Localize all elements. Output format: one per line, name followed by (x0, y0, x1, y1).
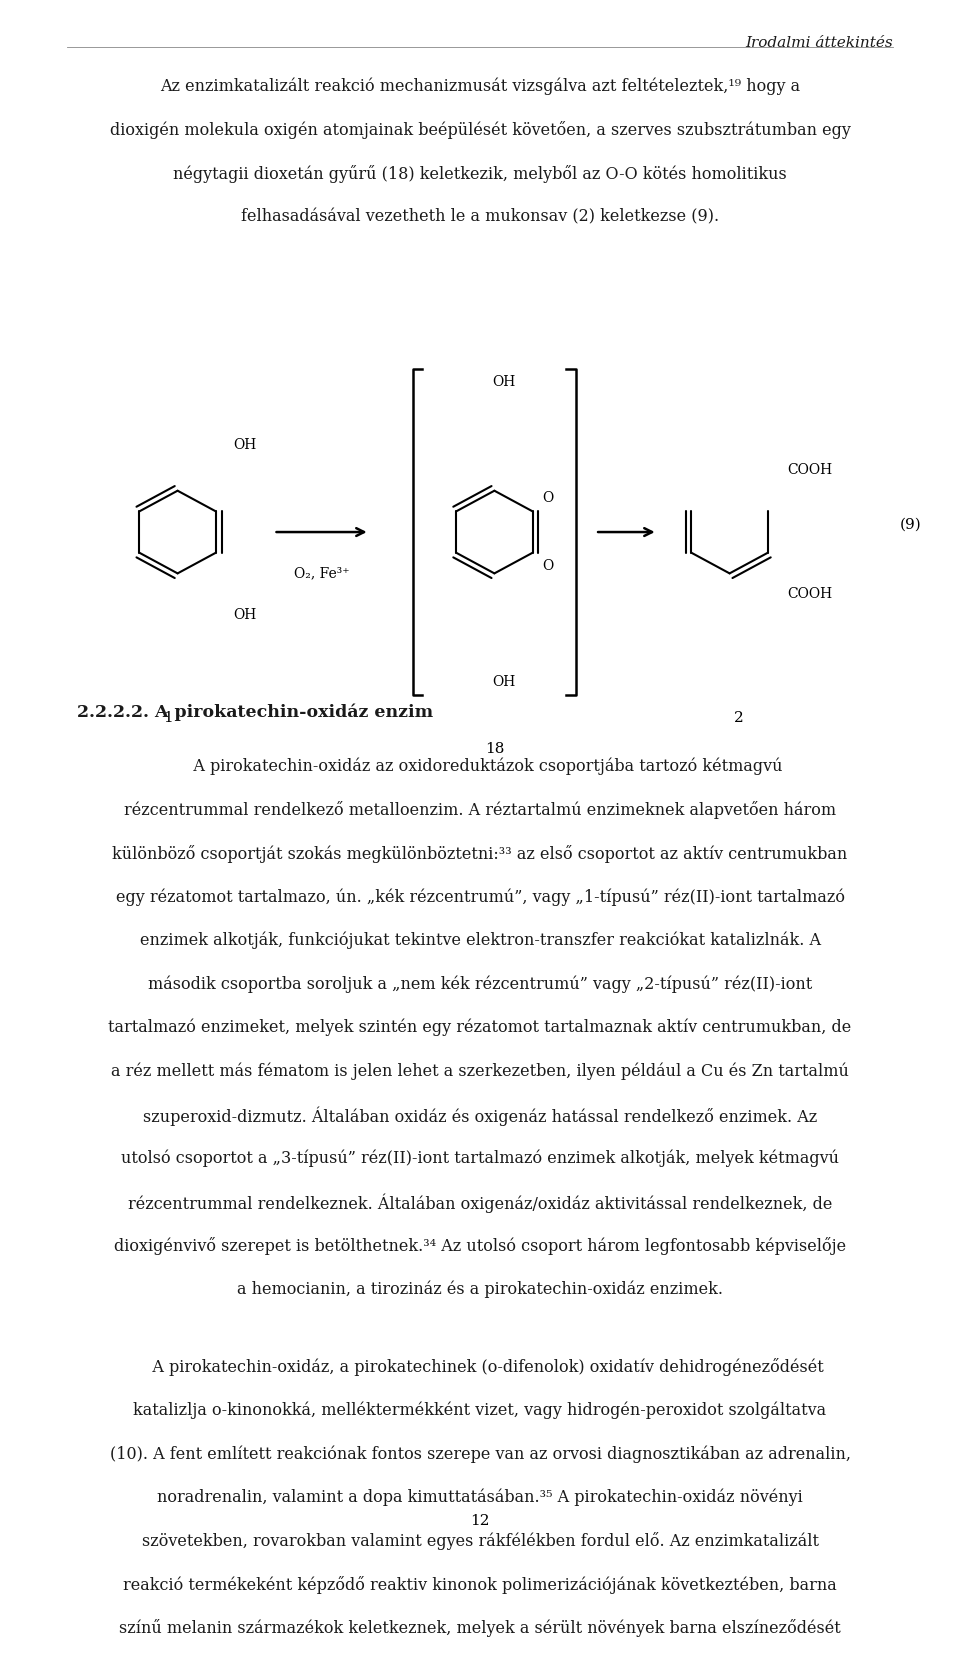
Text: a hemocianin, a tirozináz és a pirokatechin-oxidáz enzimek.: a hemocianin, a tirozináz és a pirokatec… (237, 1280, 723, 1298)
Text: dioxigén molekula oxigén atomjainak beépülését követően, a szerves szubsztrátumb: dioxigén molekula oxigén atomjainak beép… (109, 121, 851, 140)
Text: dioxigénvivő szerepet is betölthetnek.³⁴ Az utolsó csoport három legfontosabb ké: dioxigénvivő szerepet is betölthetnek.³⁴… (114, 1237, 846, 1255)
Text: utolsó csoportot a „3-típusú” réz(II)-iont tartalmazó enzimek alkotják, melyek k: utolsó csoportot a „3-típusú” réz(II)-io… (121, 1150, 839, 1167)
Text: O₂, Fe³⁺: O₂, Fe³⁺ (294, 567, 349, 580)
Text: rézcentrummal rendelkező metalloenzim. A réztartalmú enzimeknek alapvetően három: rézcentrummal rendelkező metalloenzim. A… (124, 801, 836, 819)
Text: COOH: COOH (787, 462, 832, 477)
Text: 12: 12 (470, 1514, 490, 1527)
Text: négytagii dioxetán gyűrű (18) keletkezik, melyből az O-O kötés homolitikus: négytagii dioxetán gyűrű (18) keletkezik… (173, 165, 787, 183)
Text: O: O (542, 560, 554, 573)
Text: A pirokatechin-oxidáz, a pirokatechinek (o-difenolok) oxidatív dehidrogéneződésé: A pirokatechin-oxidáz, a pirokatechinek … (136, 1358, 824, 1376)
Text: a réz mellett más fématom is jelen lehet a szerkezetben, ilyen például a Cu és Z: a réz mellett más fématom is jelen lehet… (111, 1062, 849, 1080)
Text: szövetekben, rovarokban valamint egyes rákfélékben fordul elő. Az enzimkatalizál: szövetekben, rovarokban valamint egyes r… (141, 1532, 819, 1551)
Text: 2.2.2.2. A pirokatechin-oxidáz enzim: 2.2.2.2. A pirokatechin-oxidáz enzim (77, 703, 433, 721)
Text: reakció termékeként képződő reaktiv kinonok polimerizációjának következtében, ba: reakció termékeként képződő reaktiv kino… (123, 1576, 837, 1594)
Text: OH: OH (492, 376, 516, 389)
Text: második csoportba soroljuk a „nem kék rézcentrumú” vagy „2-típusú” réz(II)-iont: második csoportba soroljuk a „nem kék ré… (148, 976, 812, 992)
Text: rézcentrummal rendelkeznek. Általában oxigenáz/oxidáz aktivitással rendelkeznek,: rézcentrummal rendelkeznek. Általában ox… (128, 1193, 832, 1213)
Text: OH: OH (233, 608, 256, 622)
Text: noradrenalin, valamint a dopa kimuttatásában.³⁵ A pirokatechin-oxidáz növényi: noradrenalin, valamint a dopa kimuttatás… (157, 1489, 803, 1506)
Text: tartalmazó enzimeket, melyek szintén egy rézatomot tartalmaznak aktív centrumukb: tartalmazó enzimeket, melyek szintén egy… (108, 1019, 852, 1037)
Text: Az enzimkatalizált reakció mechanizmusát vizsgálva azt feltételeztek,¹⁹ hogy a: Az enzimkatalizált reakció mechanizmusát… (160, 78, 800, 95)
Text: különböző csoportját szokás megkülönböztetni:³³ az első csoportot az aktív centr: különböző csoportját szokás megkülönbözt… (112, 844, 848, 863)
Text: színű melanin származékok keletkeznek, melyek a sérült növények barna elszíneződ: színű melanin származékok keletkeznek, m… (119, 1619, 841, 1637)
Text: COOH: COOH (787, 587, 832, 602)
Text: OH: OH (492, 675, 516, 690)
Text: A pirokatechin-oxidáz az oxidoreduktázok csoportjába tartozó kétmagvú: A pirokatechin-oxidáz az oxidoreduktázok… (178, 758, 782, 774)
Text: (10). A fent említett reakciónak fontos szerepe van az orvosi diagnosztikában az: (10). A fent említett reakciónak fontos … (109, 1446, 851, 1463)
Text: enzimek alkotják, funkciójukat tekintve elektron-transzfer reakciókat katalizlná: enzimek alkotják, funkciójukat tekintve … (139, 932, 821, 949)
Text: 1: 1 (163, 711, 173, 725)
Text: katalizlja o-kinonokká, melléktermékként vizet, vagy hidrogén-peroxidot szolgált: katalizlja o-kinonokká, melléktermékként… (133, 1401, 827, 1419)
Text: felhasadásával vezetheth le a mukonsav (2) keletkezse (9).: felhasadásával vezetheth le a mukonsav (… (241, 208, 719, 226)
Text: 18: 18 (485, 741, 504, 756)
Text: O: O (542, 490, 554, 505)
Text: OH: OH (233, 437, 256, 452)
Text: 2: 2 (734, 711, 744, 725)
Text: (9): (9) (900, 517, 922, 532)
Text: egy rézatomot tartalmazo, ún. „kék rézcentrumú”, vagy „1-típusú” réz(II)-iont ta: egy rézatomot tartalmazo, ún. „kék rézce… (115, 888, 845, 906)
Text: szuperoxid-dizmutz. Általában oxidáz és oxigenáz hatással rendelkező enzimek. Az: szuperoxid-dizmutz. Általában oxidáz és … (143, 1107, 817, 1125)
Text: Irodalmi áttekintés: Irodalmi áttekintés (745, 37, 893, 50)
